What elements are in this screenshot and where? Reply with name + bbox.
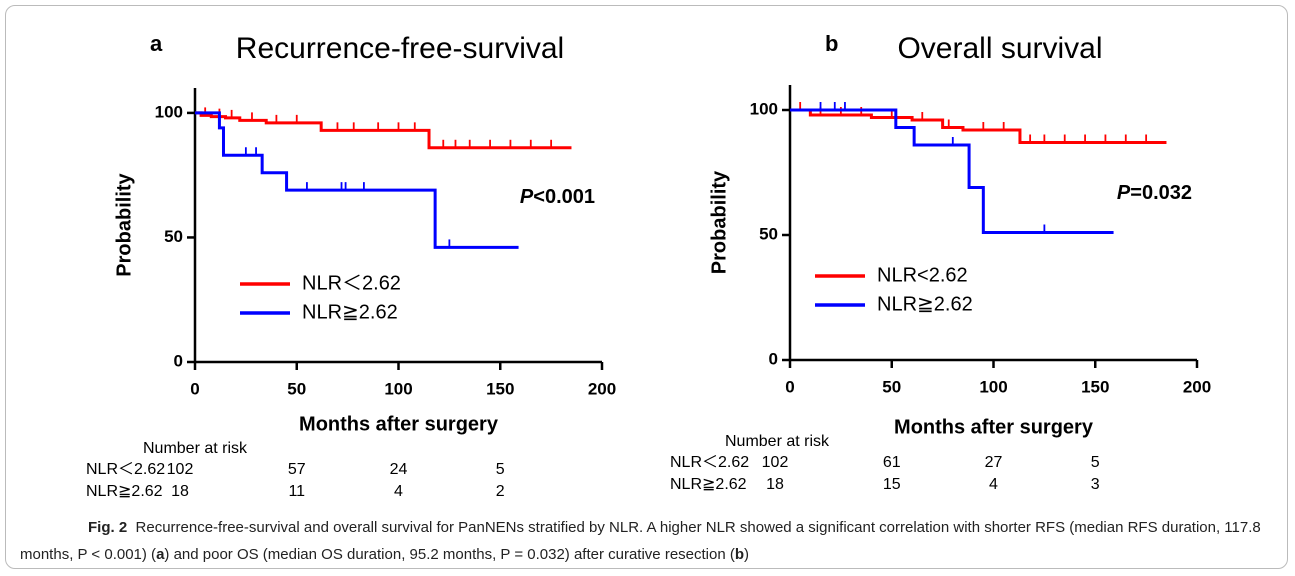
caption-text: ) [744, 546, 750, 563]
y-tick-label: 50 [164, 227, 183, 246]
p-symbol: P [520, 186, 534, 208]
p-symbol: P [1117, 182, 1131, 204]
x-tick-label: 150 [486, 379, 514, 398]
risk-count: 102 [167, 461, 194, 478]
survival-curve [790, 108, 1114, 234]
x-tick-label: 100 [979, 377, 1007, 396]
panel-label: a [150, 31, 163, 56]
survival-curve [195, 111, 519, 249]
legend-label: NLR＜2.62 [302, 272, 401, 294]
y-tick-label: 0 [769, 349, 778, 368]
x-axis-label: Months after surgery [894, 416, 1094, 438]
risk-count: 61 [883, 454, 901, 471]
risk-count: 5 [1091, 454, 1100, 471]
panel-label: b [825, 31, 838, 56]
legend-label: NLR≧2.62 [877, 293, 973, 315]
y-axis-label: Probability [113, 172, 135, 276]
risk-count: 102 [762, 454, 789, 471]
x-tick-label: 100 [384, 379, 412, 398]
risk-count: 24 [390, 461, 408, 478]
caption-ref: a [156, 546, 165, 563]
risk-table-title: Number at risk [143, 440, 248, 457]
chart-title: Recurrence-free-survival [236, 32, 564, 65]
risk-count: 11 [288, 483, 305, 500]
y-tick-label: 0 [174, 351, 183, 370]
risk-row-label: NLR≧2.62 [670, 476, 747, 493]
figure-frame [5, 5, 1288, 569]
x-tick-label: 200 [1183, 377, 1211, 396]
risk-count: 15 [883, 476, 901, 493]
y-tick-label: 100 [750, 99, 778, 118]
risk-count: 2 [496, 483, 505, 500]
legend-label: NLR<2.62 [877, 264, 968, 286]
caption-label: Fig. 2 [88, 519, 128, 536]
risk-row-label: NLR≧2.62 [86, 483, 163, 500]
risk-count: 18 [766, 476, 784, 493]
risk-count: 27 [985, 454, 1003, 471]
risk-count: 4 [394, 483, 403, 500]
x-tick-label: 0 [785, 377, 794, 396]
caption-text: Recurrence-free-survival and overall sur… [20, 519, 1261, 563]
x-tick-label: 50 [882, 377, 901, 396]
y-tick-label: 50 [759, 224, 778, 243]
risk-row-label: NLR＜2.62 [670, 454, 749, 471]
p-value-number: <0.001 [533, 186, 595, 208]
risk-count: 18 [171, 483, 189, 500]
survival-curve [790, 108, 1167, 144]
x-axis-label: Months after surgery [299, 413, 499, 435]
x-tick-label: 200 [588, 379, 616, 398]
y-axis-label: Probability [708, 170, 730, 274]
caption-ref: b [734, 546, 745, 563]
caption: Fig. 2 Recurrence-free-survival and over… [20, 514, 1278, 568]
risk-table-title: Number at risk [725, 433, 830, 450]
y-tick-label: 100 [155, 102, 183, 121]
survival-curve [195, 111, 572, 150]
risk-row-label: NLR＜2.62 [86, 461, 165, 478]
x-tick-label: 50 [287, 379, 306, 398]
x-tick-label: 150 [1081, 377, 1109, 396]
risk-count: 5 [496, 461, 505, 478]
risk-count: 57 [288, 461, 306, 478]
x-tick-label: 0 [190, 379, 199, 398]
p-value: P=0.032 [1117, 182, 1192, 204]
legend-label: NLR≧2.62 [302, 301, 398, 323]
caption-text: ) and poor OS (median OS duration, 95.2 … [164, 546, 735, 563]
risk-count: 3 [1091, 476, 1100, 493]
p-value: P<0.001 [520, 186, 595, 208]
p-value-number: =0.032 [1130, 182, 1192, 204]
risk-count: 4 [989, 476, 998, 493]
chart-title: Overall survival [897, 32, 1102, 65]
